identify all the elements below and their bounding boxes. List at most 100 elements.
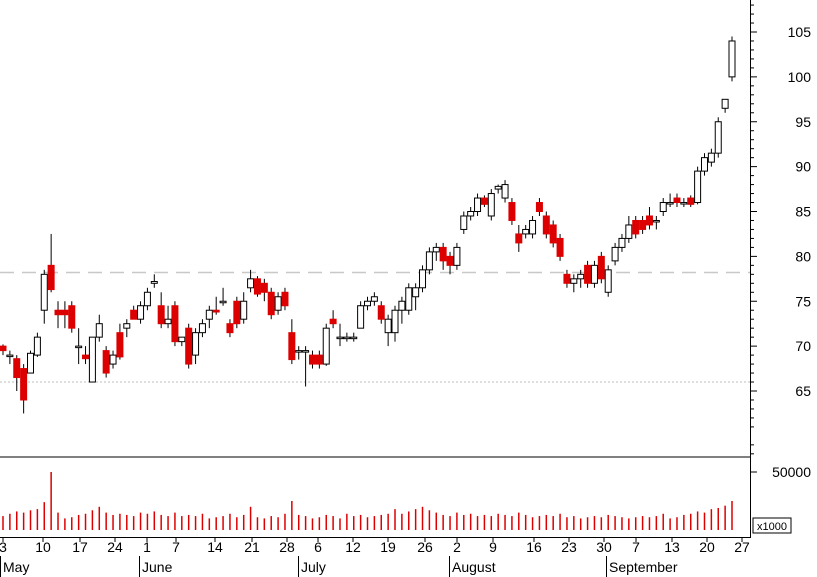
candle-body-up [625,224,633,239]
candle-body-down [673,197,681,204]
candle-body-down [61,309,69,316]
candle [212,296,220,315]
candle [611,242,619,266]
candle-body-down [549,224,557,244]
month-label: July [301,559,326,575]
candle [460,211,468,234]
candle-body-down [68,305,76,329]
candle-body-up [707,152,715,163]
candle-body-up [336,336,344,340]
candle [274,292,282,315]
candle [308,350,316,369]
candle [178,336,186,347]
candle [54,301,62,329]
candle [535,198,543,216]
candle-body-down [102,350,110,374]
candle [391,305,399,342]
candle-body-up [247,278,255,289]
candle-body-down [171,305,179,343]
candle [384,314,392,347]
candle [322,323,330,366]
candle [364,296,371,311]
volume-unit-box [752,517,792,534]
candle [584,260,592,288]
price-tick-label: 105 [788,24,812,40]
candle [302,346,310,387]
candle [329,310,337,329]
candle-body-up [425,251,433,271]
candle-body-down [632,219,640,235]
candle [439,242,447,270]
candle [625,215,633,243]
candle [137,301,145,324]
candle-body-up [570,278,578,284]
candle-body-up [694,170,702,204]
candle-body-up [88,336,96,383]
date-tick-label: 6 [314,539,322,555]
candle-body-down [542,215,550,235]
candle [40,269,48,324]
candle [474,193,482,216]
date-tick-label: 12 [345,539,361,555]
candle-body-up [198,323,206,334]
candle [205,305,213,329]
candle-body-up [219,300,227,304]
candle-body-down [329,318,337,325]
candle [570,274,578,293]
date-tick-label: 27 [734,539,750,555]
candle [480,195,488,208]
candle-body-up [40,273,48,311]
candle [522,224,530,239]
candle-body-down [315,354,323,365]
price-tick-label: 95 [795,114,811,130]
candle-body-down [226,323,234,334]
date-tick-label: 21 [244,539,260,555]
candle-body-up [700,157,708,172]
candle-body-up [143,291,151,307]
candle-body-up [205,309,213,320]
candle-body-up [370,296,378,302]
date-tick-label: 1 [143,539,151,555]
candle-body-down [82,354,90,360]
candle-body-down [556,237,564,257]
candle [632,215,640,239]
candle [700,153,708,176]
candle [687,195,695,208]
candle [673,193,681,208]
volume-tick-label: 50000 [772,464,811,480]
candle-body-up [192,332,200,356]
candle-body-up [150,281,158,284]
candle-body-up [604,269,612,293]
candle-body-up [432,246,440,253]
candle [659,198,667,216]
candle-body-down [439,246,447,262]
volume-bars [2,472,733,530]
candle [123,319,131,338]
candle-body-up [652,219,660,223]
candle [652,215,660,230]
candle-body-up [611,246,619,262]
candle [130,305,138,320]
date-tick-label: 7 [632,539,640,555]
candle [102,346,110,378]
candle [226,319,234,338]
price-tick-label: 100 [788,69,812,85]
candle-body-up [453,246,461,266]
candle-body-down [446,255,454,266]
candle [604,265,612,297]
candle-body-up [659,202,667,212]
candle [68,301,76,333]
candle [419,265,427,293]
candle [412,283,420,311]
date-tick-label: 23 [561,539,577,555]
month-label: May [3,559,29,575]
candle [281,287,289,311]
month-axis: May June July August September [0,556,678,577]
date-tick-label: 14 [207,539,223,555]
candle [721,98,729,113]
candle-body-up [714,121,722,154]
price-tick-label: 75 [795,293,811,309]
candle [13,355,21,391]
candle [529,215,537,239]
